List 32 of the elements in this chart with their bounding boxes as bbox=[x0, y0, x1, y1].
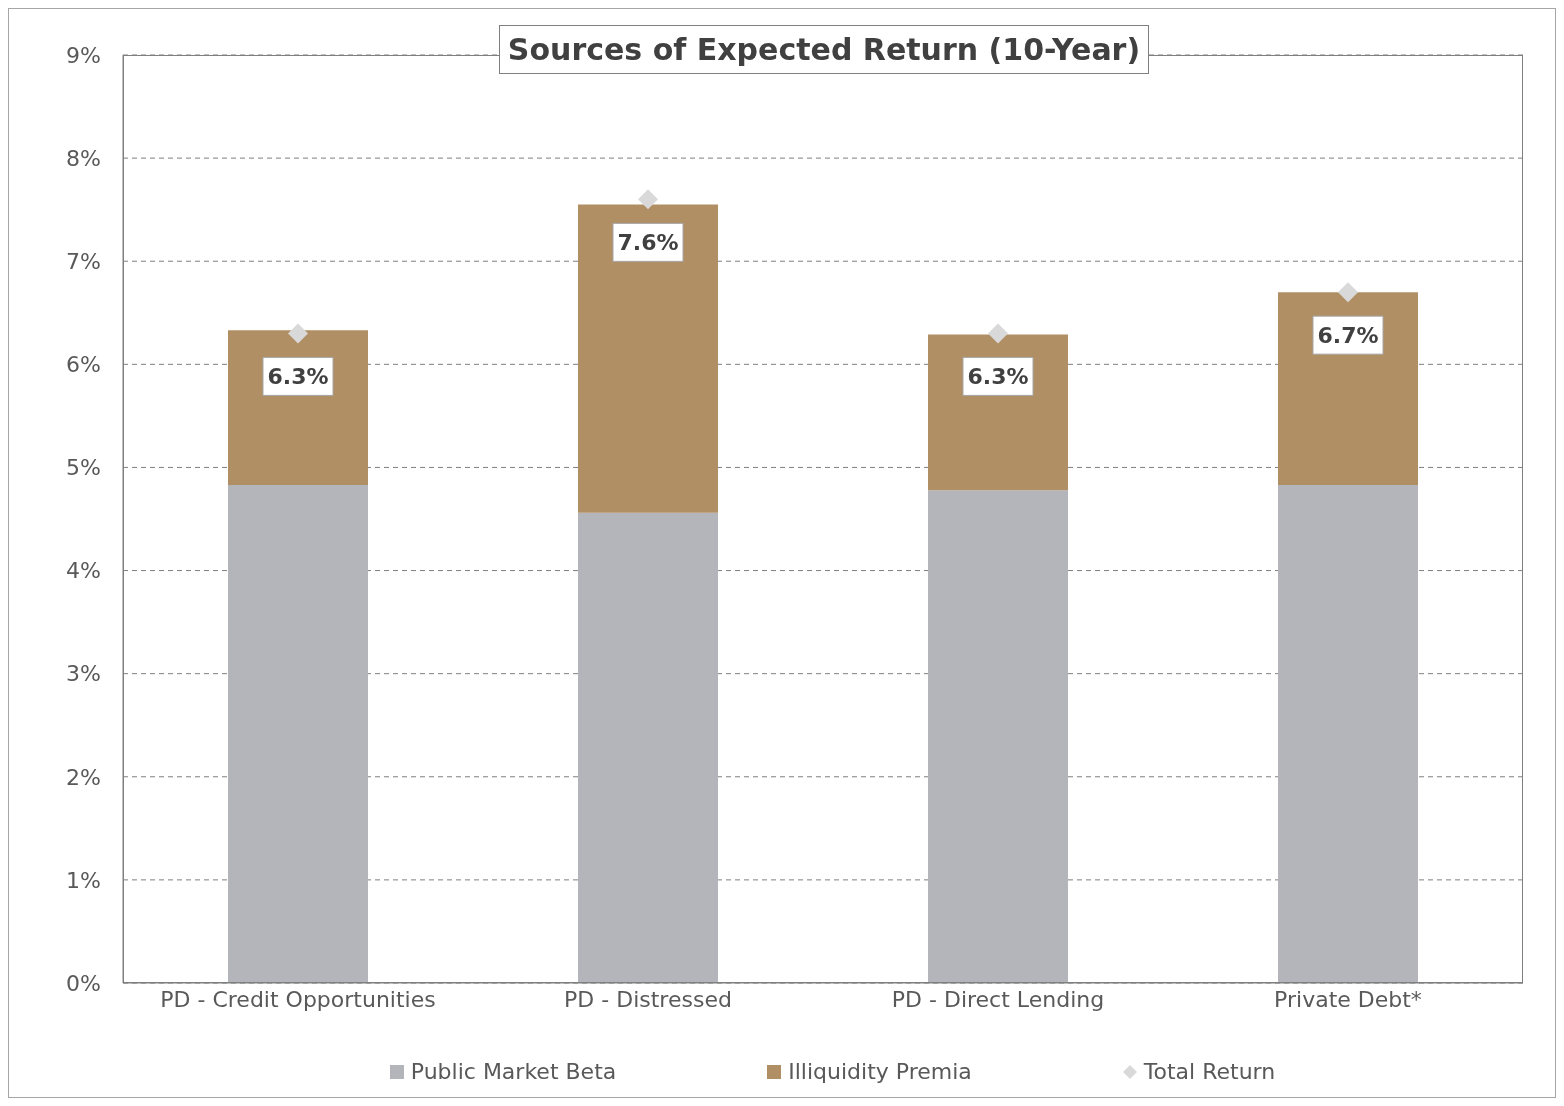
legend-label: Illiquidity Premia bbox=[788, 1059, 972, 1084]
data-label: 6.3% bbox=[267, 364, 329, 390]
x-tick-label: PD - Credit Opportunities bbox=[160, 986, 436, 1012]
bar bbox=[228, 484, 368, 983]
bar bbox=[578, 204, 718, 513]
legend-label: Public Market Beta bbox=[410, 1059, 617, 1084]
point bbox=[1338, 282, 1358, 303]
x-tick-label: Private Debt* bbox=[1274, 986, 1422, 1012]
data-label: 6.7% bbox=[1317, 323, 1379, 349]
y-tick-label: 3% bbox=[66, 661, 101, 687]
y-tick-label: 0% bbox=[66, 970, 101, 996]
y-tick-label: 2% bbox=[66, 764, 101, 790]
point bbox=[288, 323, 308, 344]
data-label: 7.6% bbox=[617, 230, 679, 256]
x-tick-label: PD - Direct Lending bbox=[891, 986, 1105, 1012]
y-tick-label: 1% bbox=[66, 867, 101, 893]
legend-label: Total Return bbox=[1143, 1059, 1276, 1084]
bar bbox=[928, 490, 1068, 983]
point bbox=[638, 189, 658, 210]
y-tick-label: 8% bbox=[66, 145, 101, 171]
y-tick-label: 4% bbox=[66, 558, 101, 584]
chart-title: Sources of Expected Return (10-Year) bbox=[498, 25, 1150, 74]
point bbox=[988, 323, 1008, 344]
data-label: 6.3% bbox=[967, 364, 1029, 390]
y-tick-label: 7% bbox=[66, 249, 101, 275]
y-tick-label: 9% bbox=[66, 42, 101, 68]
bar bbox=[578, 512, 718, 983]
bar bbox=[1278, 292, 1418, 485]
x-tick-label: PD - Distressed bbox=[564, 986, 732, 1012]
y-tick-label: 6% bbox=[66, 352, 101, 378]
bar bbox=[1278, 484, 1418, 983]
y-tick-label: 5% bbox=[66, 455, 101, 481]
